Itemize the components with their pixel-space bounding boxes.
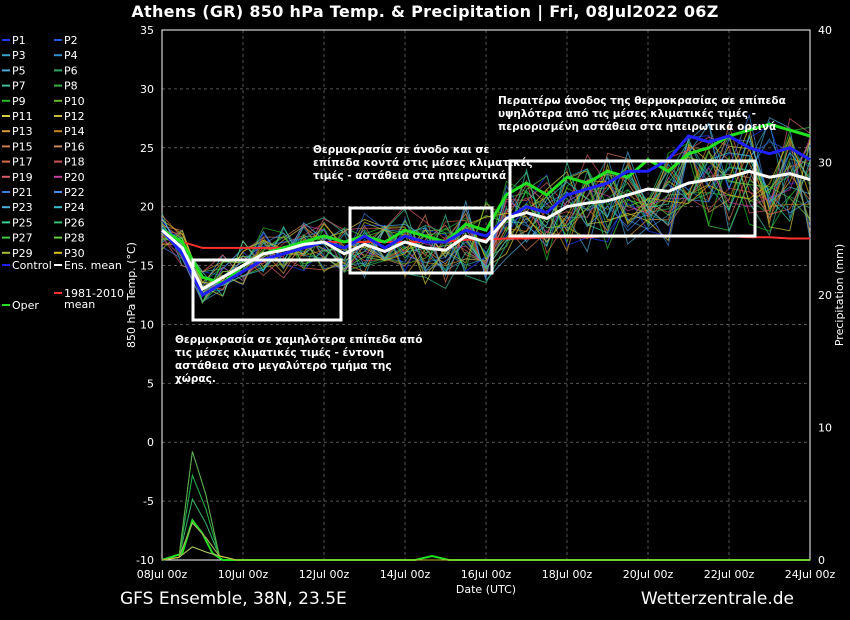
y2-tick-label: 20	[818, 289, 832, 302]
y-tick-label: 10	[140, 318, 154, 331]
legend-label: P23	[12, 201, 33, 214]
legend-label: P8	[64, 80, 78, 93]
legend-label: P21	[12, 186, 33, 199]
annotation-text: υψηλότερα από τις μέσες κλιματικές τιμές…	[498, 108, 756, 120]
legend-label: P19	[12, 171, 33, 184]
legend-label: P12	[64, 110, 85, 123]
legend-label: 1981-2010	[64, 287, 124, 300]
x-tick-label: 20Jul 00z	[623, 568, 674, 581]
y2-tick-label: 40	[818, 24, 832, 37]
legend-label: P30	[64, 247, 85, 260]
legend-label: P20	[64, 171, 85, 184]
member-line	[161, 123, 811, 288]
y2-tick-label: 0	[818, 554, 825, 567]
annotation-text: επίπεδα κοντά στις μέσες κλιματικές	[313, 157, 533, 169]
member-line	[161, 150, 811, 294]
y-tick-label: 25	[140, 142, 154, 155]
y-tick-label: 15	[140, 260, 154, 273]
legend-label: P5	[12, 64, 26, 77]
x-tick-label: 16Jul 00z	[461, 568, 512, 581]
legend-label: P16	[64, 140, 85, 153]
annotation-text: αστάθεια στο μεγαλύτερο τμήμα της	[175, 360, 392, 372]
legend-label: P27	[12, 232, 33, 245]
y2-axis-label: Precipitation (mm)	[833, 244, 846, 346]
annotation-box	[348, 206, 494, 275]
y-tick-label: 20	[140, 201, 154, 214]
annotation-box	[191, 258, 343, 322]
x-tick-label: 12Jul 00z	[299, 568, 350, 581]
annotation-text: χώρας.	[175, 373, 216, 385]
precip-member-line	[161, 521, 810, 561]
annotation-text: περιορισμένη αστάθεια στα ηπειρωτικά ορε…	[498, 121, 776, 133]
y2-tick-label: 30	[818, 157, 832, 170]
x-tick-label: 08Jul 00z	[137, 568, 188, 581]
annotation-text: τιμές - αστάθεια στα ηπειρωτικά	[313, 170, 506, 182]
annotation-text: τις μέσες κλιματικές τιμές - έντονη	[175, 347, 384, 359]
site-name: Wetterzentrale.de	[640, 589, 794, 609]
legend-label: mean	[64, 298, 95, 311]
chart-title: Athens (GR) 850 hPa Temp. & Precipitatio…	[131, 2, 719, 21]
x-tick-label: 10Jul 00z	[218, 568, 269, 581]
legend-label: P4	[64, 49, 78, 62]
model-info: GFS Ensemble, 38N, 23.5E	[120, 589, 347, 609]
x-tick-label: 14Jul 00z	[380, 568, 431, 581]
x-tick-label: 18Jul 00z	[542, 568, 593, 581]
x-axis-label: Date (UTC)	[456, 583, 516, 596]
x-tick-label: 22Jul 00z	[704, 568, 755, 581]
legend-label: P18	[64, 156, 85, 169]
legend-label: P7	[12, 80, 26, 93]
legend-label: P10	[64, 95, 85, 108]
legend-label: P6	[64, 64, 78, 77]
legend-label: P22	[64, 186, 85, 199]
y-tick-label: 35	[140, 24, 154, 37]
member-line	[161, 151, 811, 286]
legend-label: P26	[64, 216, 85, 229]
legend-label: P28	[64, 232, 85, 245]
y-tick-label: -5	[143, 495, 154, 508]
y-tick-label: 0	[147, 436, 154, 449]
legend-label: P15	[12, 140, 33, 153]
series-line-control	[160, 134, 811, 298]
legend-label: Oper	[12, 299, 39, 312]
annotation-box	[508, 159, 757, 238]
y-tick-label: 5	[147, 377, 154, 390]
legend-label: P17	[12, 156, 33, 169]
legend-label: P1	[12, 34, 26, 47]
y-tick-label: -10	[136, 554, 154, 567]
legend-label: Control	[12, 259, 52, 272]
y-tick-label: 30	[140, 83, 154, 96]
legend-label: P24	[64, 201, 85, 214]
x-tick-label: 24Jul 00z	[785, 568, 836, 581]
legend-label: P25	[12, 216, 33, 229]
legend-label: P9	[12, 95, 26, 108]
legend-label: P14	[64, 125, 85, 138]
annotation-text: Θερμοκρασία σε άνοδο και σε	[313, 144, 489, 156]
y2-tick-label: 10	[818, 422, 832, 435]
precip-oper-line	[161, 518, 810, 561]
legend-label: P3	[12, 49, 26, 62]
annotation-text: Περαιτέρω άνοδος της θερμοκρασίας σε επί…	[498, 95, 786, 107]
legend-label: P2	[64, 34, 78, 47]
series-line-ens-mean	[161, 169, 811, 292]
legend-label: P11	[12, 110, 33, 123]
legend-label: P13	[12, 125, 33, 138]
annotation-text: Θερμοκρασία σε χαμηλότερα επίπεδα από	[175, 334, 422, 346]
y-axis-label: 850 hPa Temp. (°C)	[125, 242, 138, 348]
legend-label: P29	[12, 247, 33, 260]
member-line	[161, 136, 811, 284]
legend-label: Ens. mean	[64, 259, 122, 272]
